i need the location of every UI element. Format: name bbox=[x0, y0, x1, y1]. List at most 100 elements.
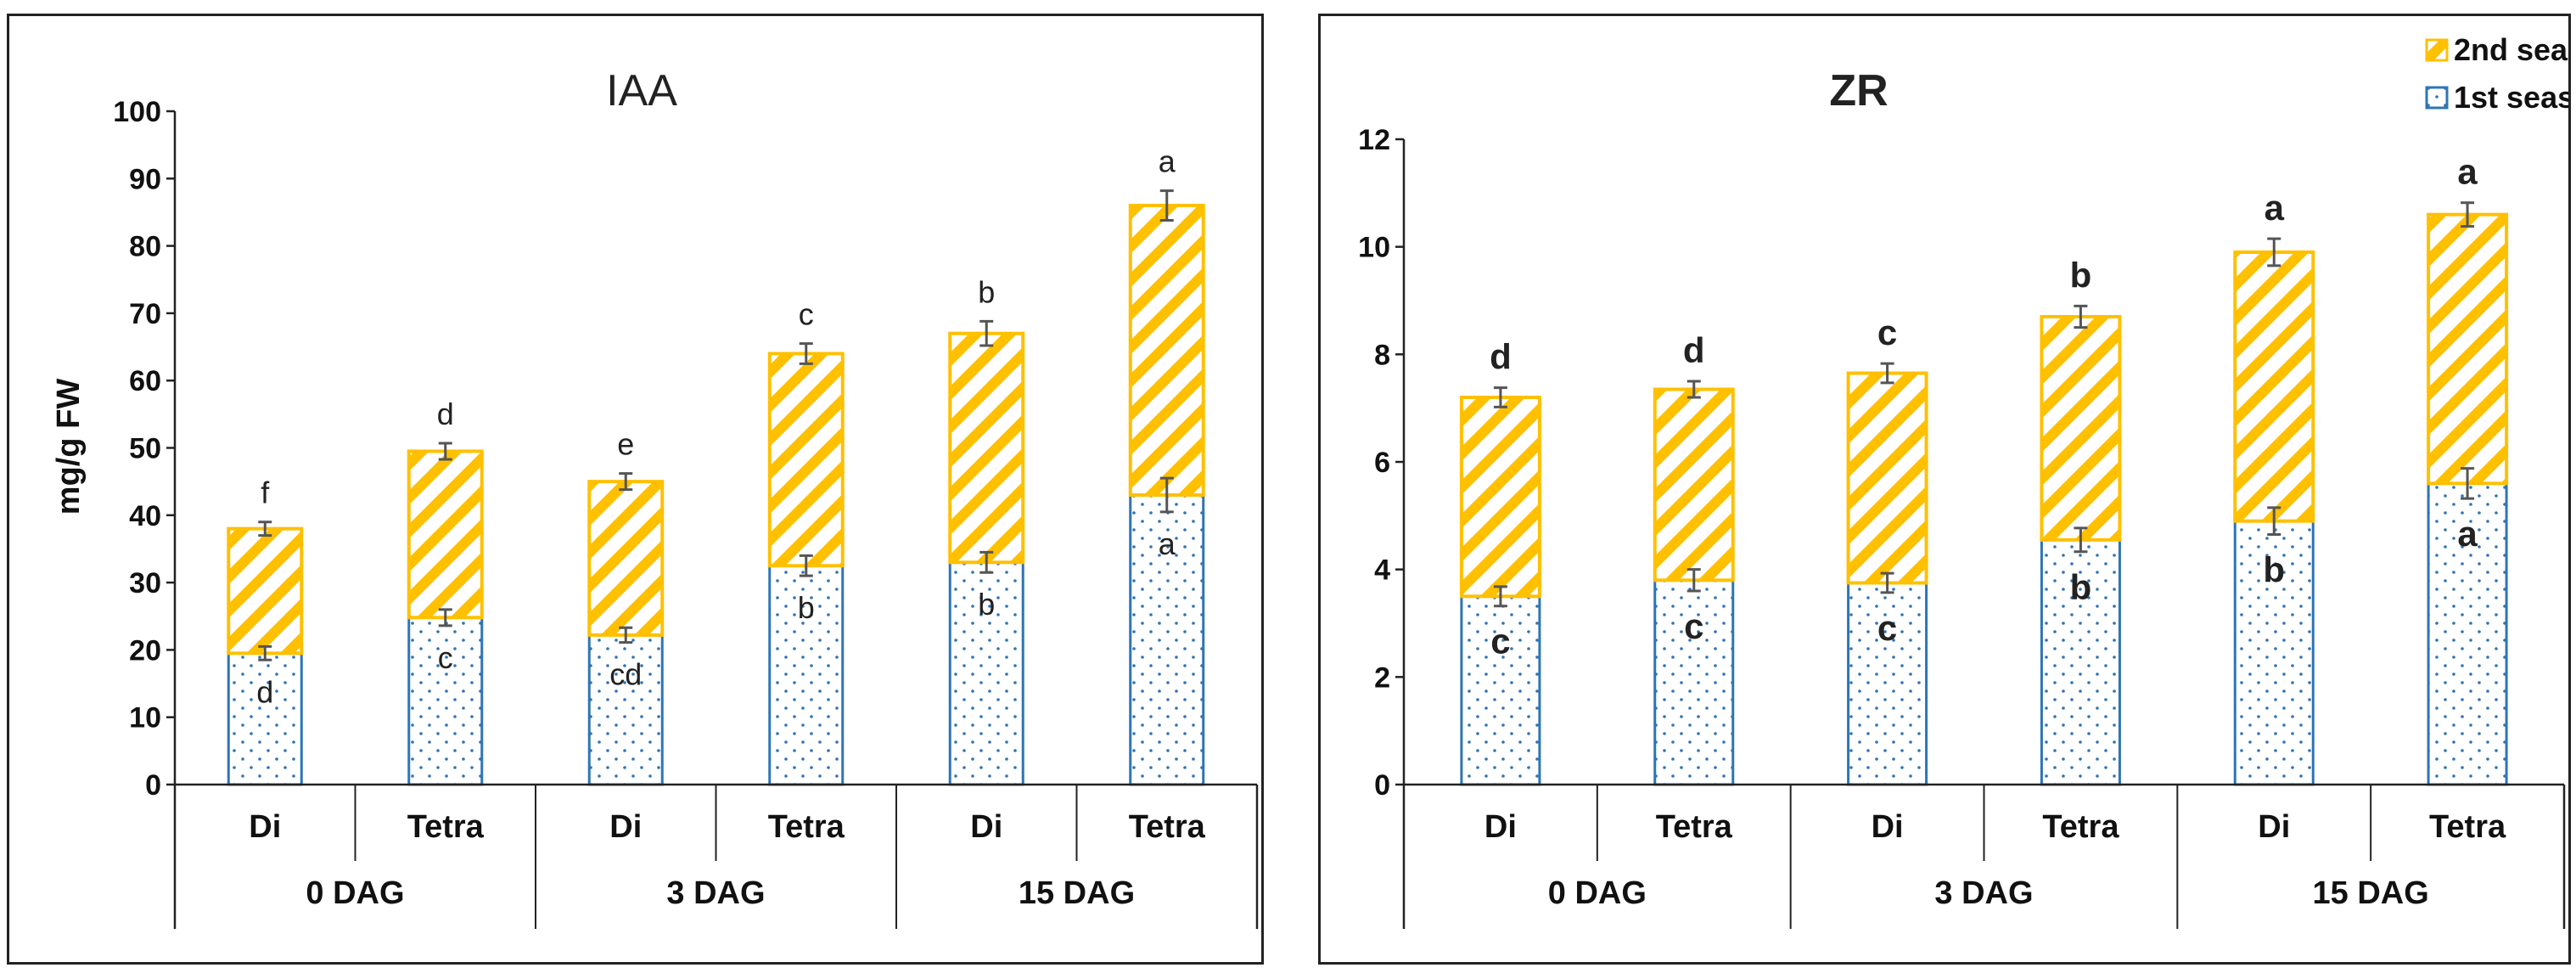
zr-bar-2nd-season bbox=[2233, 250, 2315, 523]
iaa-y-tick-label: 90 bbox=[129, 163, 161, 195]
iaa-error-bar-1st-season bbox=[1159, 476, 1174, 514]
zr-error-bar-1st-season bbox=[2461, 467, 2475, 500]
zr-error-bar-1st-season bbox=[2074, 526, 2088, 554]
iaa-bar-2nd-season bbox=[948, 331, 1025, 565]
iaa-y-tick-label: 70 bbox=[129, 298, 161, 330]
iaa-letter-2nd-season: a bbox=[1159, 144, 1176, 179]
zr-legend-label: 2nd season bbox=[2454, 32, 2568, 67]
iaa-y-axis-label: mg/g FW bbox=[51, 379, 87, 515]
zr-x-group-label: 3 DAG bbox=[1934, 875, 2033, 911]
zr-error-bar-1st-season bbox=[1493, 585, 1507, 608]
zr-letter-1st-season: c bbox=[1684, 606, 1703, 646]
iaa-letter-2nd-season: e bbox=[617, 427, 634, 462]
iaa-x-category-label: Di bbox=[249, 809, 281, 845]
iaa-bar-1st-season bbox=[587, 633, 664, 786]
zr-bar-1st-season bbox=[1653, 578, 1735, 786]
iaa-y-tick-label: 30 bbox=[129, 567, 161, 599]
zr-bar-1st-season bbox=[1847, 582, 1928, 786]
iaa-bar-2nd-season bbox=[227, 526, 304, 655]
zr-bar-1st-season bbox=[2233, 520, 2315, 786]
zr-y-tick-label: 0 bbox=[1374, 769, 1390, 802]
zr-chart: ZR 0 2 4 6 8 10 12 d c d c c c b b a b a a Di Tetra Di Tetra Di T… bbox=[1358, 32, 2568, 929]
zr-x-category-label: Tetra bbox=[2429, 809, 2506, 845]
iaa-y-tick-label: 40 bbox=[129, 500, 161, 532]
zr-chart-panel: ZR 0 2 4 6 8 10 12 d c d c c c b b a b a a Di Tetra Di Tetra Di T… bbox=[1318, 14, 2571, 965]
zr-error-bar-2nd-season bbox=[1493, 386, 1507, 408]
zr-error-bar-1st-season bbox=[2267, 506, 2281, 536]
iaa-error-bar-2nd-season bbox=[619, 472, 633, 492]
iaa-letter-1st-season: cd bbox=[609, 657, 642, 692]
zr-error-bar-2nd-season bbox=[2074, 304, 2088, 329]
zr-legend-swatch bbox=[2425, 38, 2449, 62]
iaa-letter-1st-season: d bbox=[256, 674, 273, 709]
iaa-y-tick-label: 100 bbox=[113, 96, 161, 128]
iaa-letter-2nd-season: d bbox=[437, 397, 454, 431]
iaa-x-group-label: 3 DAG bbox=[666, 875, 765, 911]
iaa-error-bar-2nd-season bbox=[799, 342, 813, 365]
iaa-letter-1st-season: b bbox=[978, 587, 995, 622]
iaa-error-bar-2nd-season bbox=[979, 319, 994, 347]
iaa-chart-panel: IAA mg/g FW 0 10 20 30 40 50 60 70 80 90 100 f d d c e cd c… bbox=[7, 14, 1264, 965]
zr-x-group-label: 0 DAG bbox=[1548, 875, 1647, 911]
zr-legend-swatch bbox=[2425, 86, 2449, 110]
iaa-error-bar-1st-season bbox=[438, 608, 452, 627]
zr-y-tick-label: 12 bbox=[1358, 124, 1390, 156]
iaa-letter-1st-season: c bbox=[438, 640, 453, 675]
zr-bar-2nd-season bbox=[1459, 396, 1541, 599]
zr-y-tick-label: 8 bbox=[1374, 339, 1390, 371]
zr-letter-2nd-season: b bbox=[2070, 255, 2092, 295]
zr-title: ZR bbox=[1829, 66, 1888, 115]
iaa-letter-1st-season: b bbox=[798, 590, 815, 625]
iaa-letter-2nd-season: f bbox=[261, 475, 270, 510]
zr-bar-1st-season bbox=[2427, 481, 2508, 786]
iaa-x-category-label: Di bbox=[970, 809, 1002, 845]
iaa-title: IAA bbox=[606, 66, 677, 115]
zr-x-category-label: Tetra bbox=[2042, 809, 2119, 845]
zr-bar-1st-season bbox=[1460, 594, 1541, 786]
zr-error-bar-2nd-season bbox=[1880, 362, 1894, 385]
iaa-error-bar-1st-season bbox=[619, 626, 633, 644]
zr-error-bar-2nd-season bbox=[2267, 237, 2281, 267]
zr-letter-2nd-season: c bbox=[1877, 312, 1897, 352]
zr-bar-2nd-season bbox=[2427, 212, 2509, 486]
iaa-x-category-label: Di bbox=[609, 809, 642, 845]
iaa-bar-1st-season bbox=[768, 564, 845, 786]
zr-letter-1st-season: c bbox=[1490, 622, 1510, 661]
zr-letter-2nd-season: a bbox=[2265, 188, 2285, 228]
iaa-error-bar-2nd-season bbox=[438, 442, 452, 461]
iaa-bar-2nd-season bbox=[587, 480, 665, 637]
iaa-error-bar-2nd-season bbox=[1159, 189, 1174, 222]
iaa-error-bar-1st-season bbox=[979, 550, 994, 574]
zr-x-category-label: Di bbox=[2258, 809, 2290, 845]
iaa-error-bar-1st-season bbox=[258, 644, 272, 661]
zr-letter-1st-season: b bbox=[2070, 567, 2092, 607]
zr-bar-1st-season bbox=[2040, 538, 2121, 786]
zr-y-tick-label: 6 bbox=[1374, 447, 1390, 479]
zr-error-bar-2nd-season bbox=[2461, 201, 2475, 228]
iaa-bar-2nd-season bbox=[1128, 204, 1205, 498]
iaa-bar-1st-season bbox=[227, 651, 303, 786]
zr-bar-2nd-season bbox=[1653, 387, 1735, 582]
iaa-letter-2nd-season: c bbox=[799, 297, 814, 332]
zr-x-category-label: Tetra bbox=[1656, 809, 1733, 845]
zr-letter-1st-season: a bbox=[2457, 514, 2478, 554]
iaa-y-tick-label: 0 bbox=[145, 769, 161, 802]
iaa-y-tick-label: 10 bbox=[129, 702, 161, 734]
zr-letter-1st-season: c bbox=[1877, 608, 1897, 648]
zr-letter-2nd-season: d bbox=[1490, 337, 1512, 377]
zr-x-category-label: Di bbox=[1872, 809, 1904, 845]
iaa-error-bar-1st-season bbox=[799, 554, 813, 577]
zr-bar-2nd-season bbox=[1846, 371, 1928, 585]
iaa-bar-1st-season bbox=[948, 560, 1024, 786]
iaa-y-tick-label: 80 bbox=[129, 231, 161, 263]
iaa-x-category-label: Tetra bbox=[1129, 809, 1206, 845]
zr-y-tick-label: 10 bbox=[1358, 232, 1390, 264]
zr-letter-2nd-season: d bbox=[1683, 330, 1705, 370]
iaa-x-category-label: Tetra bbox=[407, 809, 485, 845]
iaa-y-tick-label: 50 bbox=[129, 433, 161, 465]
zr-bar-2nd-season bbox=[2040, 315, 2122, 542]
zr-error-bar-1st-season bbox=[1880, 571, 1894, 594]
zr-y-tick-label: 4 bbox=[1374, 554, 1390, 587]
zr-y-tick-label: 2 bbox=[1374, 661, 1390, 694]
zr-error-bar-2nd-season bbox=[1686, 380, 1701, 399]
